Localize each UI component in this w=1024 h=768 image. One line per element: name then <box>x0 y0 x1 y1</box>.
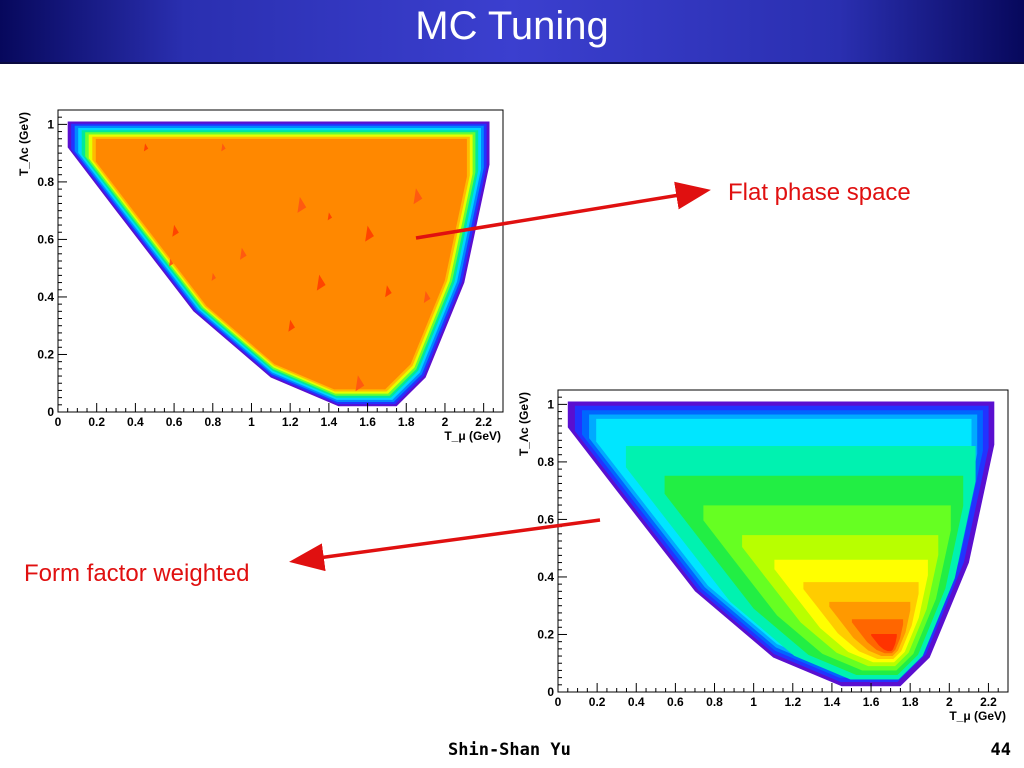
fluctuation-cell <box>423 290 431 303</box>
x-tick-label: 2.2 <box>980 695 997 709</box>
fluctuation-cell <box>413 188 423 205</box>
fluctuation-cell <box>316 274 326 291</box>
y-tick-label: 1 <box>547 397 554 411</box>
x-tick-label: 1 <box>750 695 757 709</box>
heatmap-region <box>567 401 995 687</box>
x-tick-label: 0.2 <box>589 695 606 709</box>
x-tick-label: 2 <box>442 415 449 429</box>
x-tick-label: 1 <box>248 415 255 429</box>
y-tick-label: 0.2 <box>537 627 554 641</box>
contour-band <box>95 138 467 390</box>
slide-title: MC Tuning <box>415 4 609 48</box>
heatmap-region <box>67 121 490 407</box>
fluctuation-cell <box>297 196 307 213</box>
y-tick-label: 1 <box>47 117 54 131</box>
fluctuation-cell <box>355 375 365 392</box>
x-axis-label: T_μ (GeV) <box>444 429 501 443</box>
y-tick-label: 0.6 <box>537 512 554 526</box>
x-tick-label: 0 <box>555 695 562 709</box>
fluctuation-cell <box>240 247 247 260</box>
page-number: 44 <box>990 740 1011 760</box>
arrow-form-factor <box>289 518 601 572</box>
x-tick-label: 1.8 <box>398 415 415 429</box>
y-tick-label: 0 <box>547 685 554 699</box>
fluctuation-cell <box>143 143 149 152</box>
x-tick-label: 2 <box>946 695 953 709</box>
x-tick-label: 0.8 <box>204 415 221 429</box>
contour-band <box>871 634 897 652</box>
x-tick-label: 0.8 <box>706 695 723 709</box>
x-tick-label: 0.6 <box>166 415 183 429</box>
y-tick-label: 0.6 <box>37 232 54 246</box>
fluctuation-cell <box>221 143 226 152</box>
x-tick-label: 0.4 <box>628 695 645 709</box>
fluctuation-cell <box>169 258 174 267</box>
x-tick-label: 0 <box>55 415 62 429</box>
x-tick-label: 1.8 <box>902 695 919 709</box>
y-tick-label: 0.2 <box>37 347 54 361</box>
x-tick-label: 1.2 <box>282 415 299 429</box>
y-tick-label: 0 <box>47 405 54 419</box>
y-tick-label: 0.4 <box>37 290 54 304</box>
annotation-flat-phase-space: Flat phase space <box>728 179 911 206</box>
fluctuation-cell <box>327 212 333 221</box>
x-tick-label: 0.6 <box>667 695 684 709</box>
annotation-form-factor-weighted: Form factor weighted <box>24 560 250 587</box>
x-tick-label: 1.4 <box>824 695 841 709</box>
axes: 0 0.2 0.4 0.6 0.8 1 1.2 1.4 1.6 1.8 2 2.2 0 0.2 0.4 0.6… <box>517 389 1009 723</box>
fluctuation-cell <box>365 225 374 242</box>
chart-form-factor-weighted: 0 0.2 0.4 0.6 0.8 1 1.2 1.4 1.6 1.8 2 2.2 0 0.2 0.4 0.6… <box>517 389 1009 723</box>
arrow-flat-phase-space <box>415 181 711 240</box>
fluctuation-cell <box>211 272 216 281</box>
fluctuation-cell <box>385 285 392 298</box>
y-axis-label: T_Λc (GeV) <box>17 112 31 176</box>
title-bar: MC Tuning <box>0 0 1024 64</box>
y-tick-label: 0.4 <box>537 570 554 584</box>
x-tick-label: 0.2 <box>88 415 105 429</box>
x-tick-label: 2.2 <box>475 415 492 429</box>
x-tick-label: 1.6 <box>863 695 880 709</box>
x-tick-label: 0.4 <box>127 415 144 429</box>
x-tick-label: 1.4 <box>321 415 338 429</box>
y-tick-label: 0.8 <box>37 175 54 189</box>
x-axis-label: T_μ (GeV) <box>949 709 1006 723</box>
footer-author: Shin-Shan Yu <box>448 740 571 760</box>
chart-flat-phase-space: 0 0.2 0.4 0.6 0.8 1 1.2 1.4 1.6 1.8 2 2.2 0 0.2 0.4 0.6… <box>17 109 504 443</box>
fluctuation-cell <box>288 319 295 332</box>
y-tick-label: 0.8 <box>537 455 554 469</box>
y-axis-label: T_Λc (GeV) <box>517 392 531 456</box>
x-tick-label: 1.2 <box>784 695 801 709</box>
x-tick-label: 1.6 <box>359 415 376 429</box>
axes: 0 0.2 0.4 0.6 0.8 1 1.2 1.4 1.6 1.8 2 2.2 0 0.2 0.4 0.6… <box>17 109 504 443</box>
fluctuation-cell <box>172 224 179 237</box>
